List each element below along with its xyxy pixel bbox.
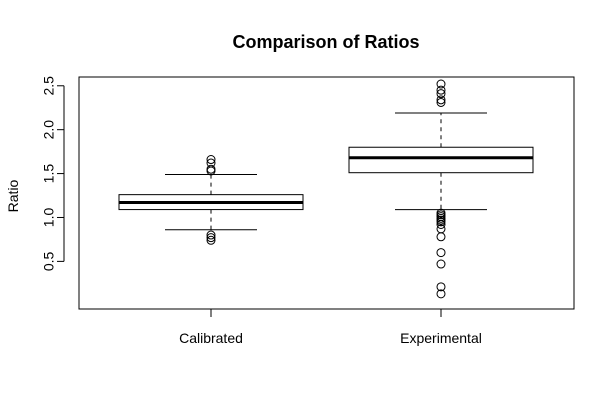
outlier-0-3 bbox=[206, 155, 216, 165]
box-1 bbox=[348, 146, 534, 174]
outlier-1-16 bbox=[436, 282, 446, 292]
y-tick-label-2: 1.5 bbox=[41, 164, 57, 184]
outlier-1-2 bbox=[436, 89, 446, 99]
x-tick-label-0: Calibrated bbox=[179, 330, 243, 346]
y-tick-label-3: 2.0 bbox=[41, 120, 57, 140]
outlier-1-10 bbox=[436, 217, 446, 227]
y-tick-label-1: 1.0 bbox=[41, 208, 57, 228]
outlier-1-13 bbox=[436, 232, 446, 242]
y-tick-label-4: 2.5 bbox=[41, 76, 57, 96]
outlier-0-1 bbox=[206, 164, 216, 174]
outlier-0-4 bbox=[206, 235, 216, 245]
box-group-1 bbox=[348, 79, 534, 299]
y-axis-label: Ratio bbox=[5, 179, 21, 212]
y-tick-label-0: 0.5 bbox=[41, 251, 57, 271]
box-group-0 bbox=[118, 155, 304, 245]
x-tick-label-1: Experimental bbox=[400, 330, 482, 346]
outlier-1-0 bbox=[436, 79, 446, 89]
outlier-1-3 bbox=[436, 95, 446, 105]
chart-title: Comparison of Ratios bbox=[232, 32, 419, 52]
x-axis: Calibrated Experimental bbox=[179, 309, 482, 346]
plot-frame bbox=[78, 76, 575, 310]
outlier-1-4 bbox=[436, 97, 446, 107]
outlier-0-0 bbox=[206, 166, 216, 176]
outlier-1-17 bbox=[436, 289, 446, 299]
outlier-1-11 bbox=[436, 220, 446, 230]
y-axis: 0.5 1.0 1.5 2.0 2.5 bbox=[41, 76, 65, 271]
outlier-1-15 bbox=[436, 259, 446, 269]
outlier-0-5 bbox=[206, 233, 216, 243]
outlier-1-1 bbox=[436, 85, 446, 95]
boxes-layer bbox=[118, 79, 534, 299]
outlier-0-6 bbox=[206, 230, 216, 240]
outlier-0-2 bbox=[206, 158, 216, 168]
outlier-1-14 bbox=[436, 248, 446, 258]
